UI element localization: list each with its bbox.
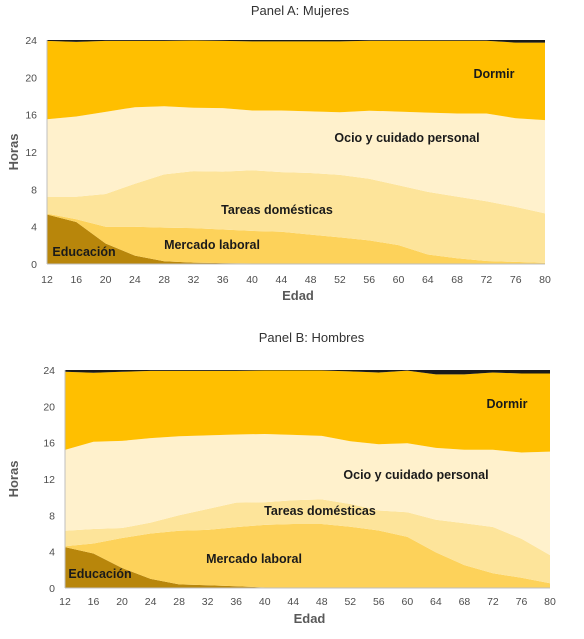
series-label-ocio-y-cuidado-personal: Ocio y cuidado personal [343, 468, 488, 482]
y-axis-label: Horas [6, 134, 21, 171]
y-tick-label: 8 [49, 510, 55, 522]
area-tareas-domesticas [47, 170, 545, 263]
area-mercado-laboral [65, 524, 550, 588]
y-tick-label: 16 [25, 110, 37, 122]
x-tick-label: 36 [217, 274, 229, 286]
x-tick-label: 80 [544, 596, 556, 608]
x-tick-label: 72 [481, 274, 493, 286]
area-unlabeled-band [47, 40, 545, 43]
area-dormir [47, 40, 545, 121]
y-tick-label: 8 [31, 184, 37, 196]
area-ocio-y-cuidado-personal [65, 434, 550, 556]
x-tick-label: 16 [88, 596, 100, 608]
y-tick-label: 24 [25, 35, 37, 47]
series-label-educacion: Educación [68, 567, 131, 581]
x-tick-label: 68 [459, 596, 471, 608]
area-educacion [65, 547, 550, 588]
area-educacion [47, 214, 545, 264]
y-tick-label: 4 [49, 547, 55, 559]
series-label-ocio-y-cuidado-personal: Ocio y cuidado personal [334, 131, 479, 145]
x-tick-label: 76 [516, 596, 528, 608]
y-tick-label: 20 [43, 401, 55, 413]
x-tick-label: 12 [41, 274, 53, 286]
y-tick-label: 12 [25, 147, 37, 159]
x-tick-label: 16 [70, 274, 82, 286]
x-tick-label: 76 [510, 274, 522, 286]
x-tick-label: 12 [59, 596, 71, 608]
y-tick-label: 0 [31, 259, 37, 271]
x-tick-label: 64 [430, 596, 442, 608]
x-tick-label: 28 [173, 596, 185, 608]
area-mercado-laboral [47, 213, 545, 264]
x-tick-label: 44 [276, 274, 288, 286]
x-tick-label: 20 [116, 596, 128, 608]
x-tick-label: 32 [202, 596, 214, 608]
x-tick-label: 24 [145, 596, 157, 608]
y-tick-label: 20 [25, 72, 37, 84]
y-tick-label: 24 [43, 365, 55, 377]
x-tick-label: 24 [129, 274, 141, 286]
area-dormir [65, 370, 550, 453]
chart-title: Panel B: Hombres [259, 330, 365, 345]
series-label-tareas-domesticas: Tareas domésticas [221, 203, 333, 217]
series-label-tareas-domesticas: Tareas domésticas [264, 504, 376, 518]
x-tick-label: 80 [539, 274, 551, 286]
x-tick-label: 40 [246, 274, 258, 286]
series-label-dormir: Dormir [474, 67, 515, 81]
x-tick-label: 56 [373, 596, 385, 608]
area-unlabeled-band [65, 370, 550, 375]
y-tick-label: 16 [43, 438, 55, 450]
x-tick-label: 64 [422, 274, 434, 286]
series-label-mercado-laboral: Mercado laboral [206, 552, 302, 566]
x-tick-label: 20 [100, 274, 112, 286]
series-label-educacion: Educación [52, 245, 115, 259]
x-tick-label: 68 [451, 274, 463, 286]
series-label-dormir: Dormir [487, 397, 528, 411]
chart-title: Panel A: Mujeres [251, 3, 350, 18]
area-tareas-domesticas [65, 499, 550, 584]
x-tick-label: 52 [344, 596, 356, 608]
x-tick-label: 72 [487, 596, 499, 608]
x-tick-label: 32 [188, 274, 200, 286]
x-tick-label: 60 [393, 274, 405, 286]
x-tick-label: 44 [287, 596, 299, 608]
x-tick-label: 48 [305, 274, 317, 286]
x-tick-label: 40 [259, 596, 271, 608]
x-tick-label: 60 [402, 596, 414, 608]
x-tick-label: 28 [158, 274, 170, 286]
x-tick-label: 56 [363, 274, 375, 286]
x-axis-label: Edad [294, 611, 326, 626]
series-label-mercado-laboral: Mercado laboral [164, 238, 260, 252]
y-axis-label: Horas [6, 461, 21, 498]
y-tick-label: 0 [49, 583, 55, 595]
x-tick-label: 36 [230, 596, 242, 608]
x-tick-label: 52 [334, 274, 346, 286]
area-ocio-y-cuidado-personal [47, 106, 545, 214]
x-axis-label: Edad [282, 288, 314, 303]
x-tick-label: 48 [316, 596, 328, 608]
y-tick-label: 4 [31, 222, 37, 234]
y-tick-label: 12 [43, 474, 55, 486]
